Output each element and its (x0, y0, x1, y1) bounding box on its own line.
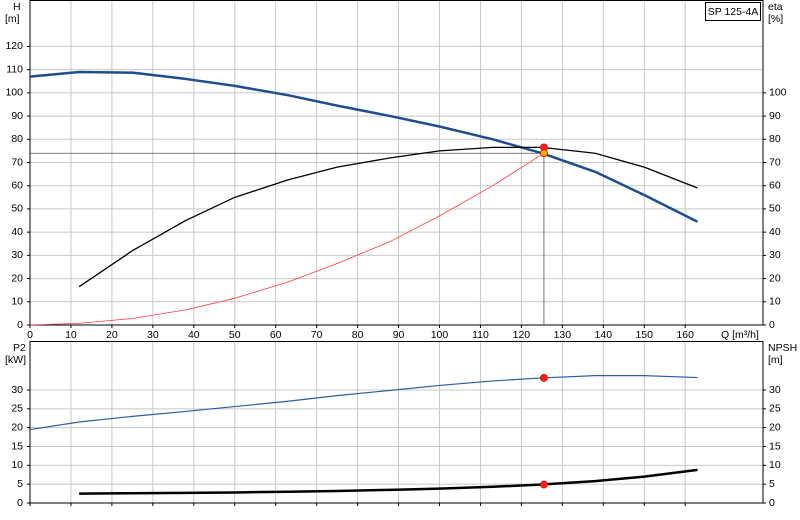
y2-axis-label: NPSH (768, 342, 797, 354)
x-tick-label: 150 (635, 329, 653, 341)
y-tick-label: 30 (11, 384, 23, 396)
x-tick-label: 90 (393, 329, 405, 341)
y2-tick-label: 80 (769, 133, 781, 145)
x-tick-label: 100 (431, 329, 449, 341)
x-axis-label: Q [m³/h] (721, 329, 759, 341)
operating-point (540, 480, 548, 489)
y-tick-label: 60 (11, 179, 23, 191)
x-tick-label: 140 (595, 329, 613, 341)
y2-tick-label: 100 (769, 87, 787, 99)
curve (79, 468, 698, 495)
operating-point (540, 374, 548, 382)
y-tick-label: 0 (17, 497, 23, 509)
y-tick-label: 10 (11, 459, 23, 471)
y-tick-label: 110 (6, 63, 23, 75)
y2-tick-label: 5 (769, 478, 775, 490)
operating-point (540, 149, 548, 158)
y-tick-label: 5 (17, 478, 23, 490)
y-tick-label: 50 (11, 203, 23, 215)
x-tick-label: 60 (270, 329, 282, 341)
plot-frame (29, 0, 764, 326)
y2-tick-label: 0 (769, 319, 775, 331)
y2-tick-label: 10 (769, 296, 781, 308)
y-tick-label: 70 (11, 156, 23, 168)
y2-tick-label: 0 (769, 497, 775, 509)
y2-tick-label: 50 (769, 203, 781, 215)
y-tick-label: 0 (17, 319, 23, 331)
curve (29, 152, 545, 326)
y2-tick-label: 20 (769, 272, 781, 284)
y-tick-label: 90 (11, 110, 23, 122)
x-tick-label: 110 (472, 329, 489, 341)
y2-tick-label: 90 (769, 110, 781, 122)
chart-title: SP 125-4A (708, 6, 759, 18)
y-tick-label: 100 (5, 87, 23, 99)
plot-frame (29, 341, 764, 504)
x-tick-label: 30 (147, 329, 159, 341)
y2-tick-label: 60 (769, 179, 781, 191)
y-tick-label: 25 (11, 403, 23, 415)
y2-axis-label: eta (768, 1, 783, 13)
y-axis-label: P2 (13, 342, 26, 354)
y2-tick-label: 10 (769, 459, 781, 471)
y-tick-label: 20 (11, 421, 23, 433)
x-tick-label: 80 (352, 329, 364, 341)
title-box (705, 2, 761, 21)
x-tick-label: 40 (188, 329, 200, 341)
x-tick-label: 160 (676, 329, 694, 341)
x-tick-label: 10 (65, 329, 77, 341)
y-tick-label: 10 (11, 296, 23, 308)
curve (78, 146, 698, 288)
y2-tick-label: 15 (769, 440, 781, 452)
y2-tick-label: 30 (769, 384, 781, 396)
y2-tick-label: 25 (769, 403, 781, 415)
y2-tick-label: 20 (769, 421, 781, 433)
y-tick-label: 80 (11, 133, 23, 145)
curve (29, 70, 699, 223)
y2-tick-label: 70 (769, 156, 781, 168)
y-tick-label: 15 (11, 440, 23, 452)
x-tick-label: 20 (106, 329, 118, 341)
y-tick-label: 20 (11, 272, 23, 284)
y2-tick-label: 30 (769, 249, 781, 261)
x-tick-label: 70 (311, 329, 323, 341)
x-tick-label: 0 (27, 329, 33, 341)
y-axis-label: [m] (5, 13, 20, 25)
curve (29, 375, 698, 431)
y2-axis-label: [%] (768, 13, 783, 25)
x-tick-label: 130 (554, 329, 572, 341)
y-axis-label: [kW] (5, 354, 26, 366)
x-tick-label: 50 (229, 329, 241, 341)
y2-axis-label: [m] (768, 354, 783, 366)
x-tick-label: 120 (513, 329, 531, 341)
y2-tick-label: 40 (769, 226, 781, 238)
y-axis-label: H (13, 1, 21, 13)
y-tick-label: 120 (5, 40, 23, 52)
y-tick-label: 30 (11, 249, 23, 261)
y-tick-label: 40 (11, 226, 23, 238)
